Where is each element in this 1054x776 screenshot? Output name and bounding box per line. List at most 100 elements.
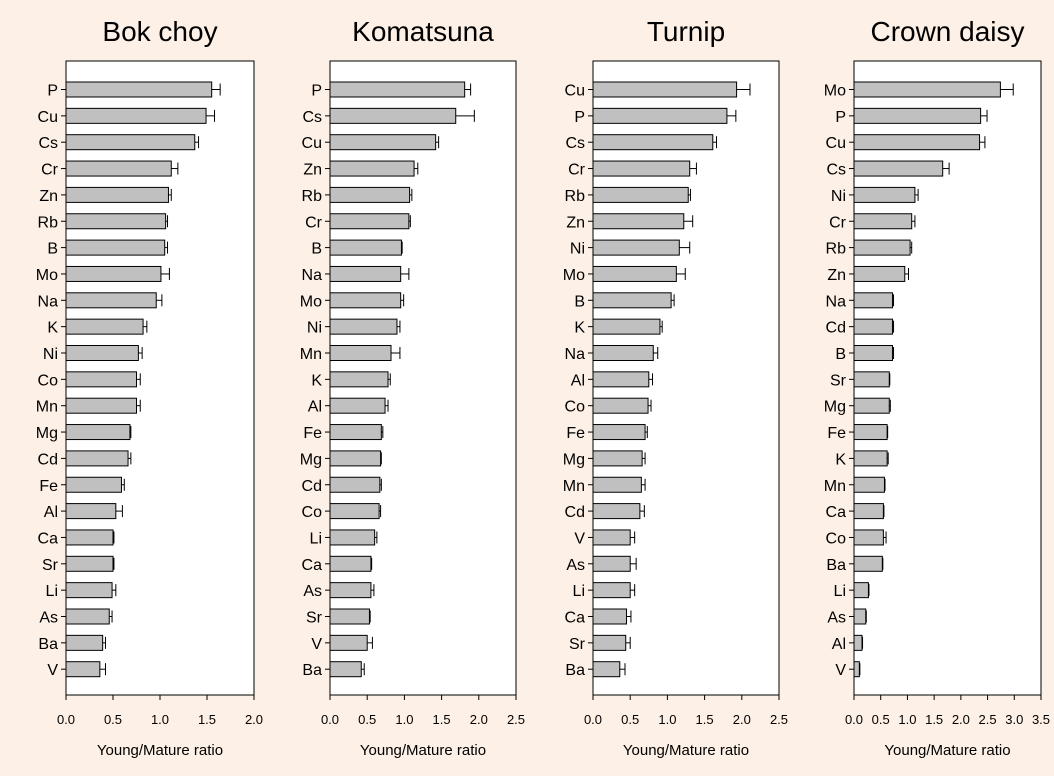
x-tick-label: 0.5	[621, 712, 639, 727]
bar-b	[329, 239, 402, 256]
x-tick-label: 2.0	[470, 712, 488, 727]
bar-ba	[65, 634, 104, 651]
bar-cr	[65, 160, 172, 177]
category-label: Cr	[41, 162, 59, 179]
category-label: Rb	[826, 241, 847, 258]
bar-ba	[592, 661, 621, 678]
bar-fe	[329, 424, 382, 441]
x-tick-label: 1.5	[925, 712, 943, 727]
x-tick-label: 2.5	[770, 712, 788, 727]
x-tick-label: 0.5	[358, 712, 376, 727]
bar-as	[592, 555, 631, 572]
category-label: V	[574, 530, 585, 547]
x-tick-label: 3.5	[1032, 712, 1050, 727]
category-label: Mg	[824, 399, 846, 416]
bar-k	[65, 318, 144, 335]
bar-v	[329, 634, 368, 651]
bar-v	[853, 661, 860, 678]
x-tick-label: 0.0	[845, 712, 863, 727]
bar-fe	[65, 476, 122, 493]
bar-li	[853, 582, 869, 599]
category-label: Ba	[826, 557, 846, 574]
x-tick-label: 2.0	[733, 712, 751, 727]
chart-title: Turnip	[647, 16, 725, 47]
category-label: Mg	[36, 425, 58, 442]
category-label: Cs	[565, 135, 585, 152]
bar-cd	[65, 450, 129, 467]
bar-mn	[65, 397, 137, 414]
category-label: Ni	[831, 188, 846, 205]
x-tick-label: 2.5	[979, 712, 997, 727]
bar-li	[329, 529, 376, 546]
category-label: Li	[834, 583, 846, 600]
category-label: Mn	[36, 399, 58, 416]
category-label: Sr	[830, 372, 847, 389]
chart-panel-4: Crown daisy Mo P Cu Cs Ni Cr Rb Zn Na Cd B Sr Mg Fe K Mn…	[824, 16, 1050, 759]
bar-ni	[592, 239, 680, 256]
category-label: Mo	[824, 83, 846, 100]
category-label: Ni	[43, 346, 58, 363]
category-label: P	[311, 83, 322, 100]
category-label: Al	[832, 636, 846, 653]
bar-al	[853, 634, 863, 651]
category-label: Cu	[38, 109, 58, 126]
bar-v	[65, 661, 101, 678]
category-label: Mg	[563, 451, 585, 468]
bar-ni	[329, 318, 398, 335]
category-label: K	[574, 320, 585, 337]
category-label: Ca	[38, 530, 59, 547]
x-tick-label: 2.0	[952, 712, 970, 727]
category-label: K	[835, 451, 846, 468]
category-label: K	[47, 320, 58, 337]
bar-rb	[853, 239, 911, 256]
category-label: Fe	[827, 425, 846, 442]
category-label: B	[574, 293, 585, 310]
bar-cu	[65, 107, 207, 124]
bar-cr	[592, 160, 691, 177]
category-label: Rb	[565, 188, 586, 205]
bar-cu	[592, 81, 738, 98]
category-label: Rb	[302, 188, 323, 205]
bar-cu	[329, 134, 437, 151]
bar-ni	[853, 186, 916, 203]
bar-ca	[853, 503, 884, 520]
category-label: Na	[302, 267, 323, 284]
category-label: Mn	[300, 346, 322, 363]
category-label: Cr	[568, 162, 586, 179]
category-label: Na	[826, 293, 847, 310]
bar-cs	[592, 134, 714, 151]
bar-sr	[592, 634, 627, 651]
category-label: Mn	[824, 478, 846, 495]
x-tick-label: 2.0	[245, 712, 263, 727]
x-tick-label: 1.5	[696, 712, 714, 727]
category-label: B	[311, 241, 322, 258]
bar-na	[329, 265, 402, 282]
category-label: Ba	[302, 662, 322, 679]
bar-v	[592, 529, 631, 546]
bar-fe	[853, 424, 888, 441]
category-label: K	[311, 372, 322, 389]
bar-co	[329, 503, 380, 520]
x-tick-label: 1.0	[395, 712, 413, 727]
category-label: Li	[573, 583, 585, 600]
bar-zn	[329, 160, 415, 177]
bar-co	[65, 371, 137, 388]
bar-mg	[853, 397, 890, 414]
bar-cd	[592, 503, 641, 520]
bar-na	[853, 292, 893, 309]
category-label: Cd	[826, 320, 846, 337]
category-label: Mg	[300, 451, 322, 468]
bar-sr	[329, 608, 370, 625]
category-label: As	[39, 610, 58, 627]
category-label: Ca	[826, 504, 847, 521]
category-label: Co	[302, 504, 323, 521]
bar-mg	[592, 450, 643, 467]
bar-mo	[329, 292, 402, 309]
bar-as	[65, 608, 110, 625]
bar-co	[592, 397, 649, 414]
bar-ni	[65, 345, 139, 361]
bar-k	[329, 371, 389, 388]
bar-ca	[329, 555, 372, 572]
x-tick-label: 1.5	[433, 712, 451, 727]
bar-p	[65, 81, 213, 98]
